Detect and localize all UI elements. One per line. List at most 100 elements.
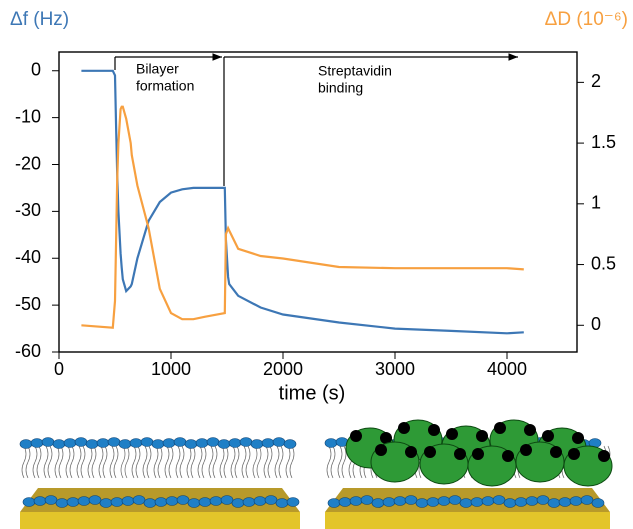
lipid-head — [404, 495, 418, 505]
lipid-head — [198, 497, 212, 507]
biotin — [380, 432, 392, 444]
lipid-head — [286, 497, 300, 507]
lipid-tail — [186, 445, 196, 479]
x-tick-label: 1000 — [151, 359, 191, 379]
lipid-head — [547, 498, 561, 508]
lipid-head — [143, 498, 157, 508]
y-tick-label: -30 — [15, 200, 41, 220]
lipid-head — [250, 439, 264, 449]
biotin — [472, 448, 484, 460]
lipid-head — [283, 439, 297, 449]
x-tick-label: 3000 — [375, 359, 415, 379]
substrate — [20, 512, 300, 529]
lipid-head — [569, 496, 583, 506]
annotation-arrows — [114, 53, 518, 186]
biotin — [424, 446, 436, 458]
lipid-tail — [197, 445, 207, 479]
lipid-head — [176, 495, 190, 505]
annotation: formation — [136, 78, 194, 94]
biotin — [524, 424, 536, 436]
lipid-head — [165, 496, 179, 506]
lipid-head — [99, 498, 113, 508]
lipid-head — [437, 496, 451, 506]
lipid-head — [360, 495, 374, 505]
lipid-head — [187, 498, 201, 508]
lipid-tail — [252, 445, 262, 479]
lipid-head — [393, 496, 407, 506]
lipid-tail — [54, 445, 64, 479]
annotation: Streptavidin — [318, 63, 392, 79]
lipid-head — [44, 495, 58, 505]
biotin — [542, 430, 554, 442]
y-tick-label: -20 — [15, 153, 41, 173]
lipid-head — [470, 497, 484, 507]
biotin — [454, 448, 466, 460]
lipid-tail — [131, 445, 141, 479]
lipid-head — [514, 497, 528, 507]
lipid-head — [239, 437, 253, 447]
lipid-head — [162, 438, 176, 448]
lipid-head — [96, 438, 110, 448]
x-tick-label: 2000 — [263, 359, 303, 379]
y2-tick-label: 2 — [591, 71, 601, 91]
lipid-tail — [43, 445, 53, 479]
lipid-head — [77, 496, 91, 506]
lipid-head — [19, 439, 33, 449]
lipid-tail — [164, 445, 174, 479]
biotin — [550, 446, 562, 458]
lipid-head — [151, 439, 165, 449]
lipid-head — [426, 497, 440, 507]
lipid-head — [209, 496, 223, 506]
data-line — [81, 105, 524, 329]
biotin — [375, 444, 387, 456]
lipid-head — [324, 438, 338, 448]
lipid-tail — [153, 445, 163, 479]
lipid-tail — [120, 445, 130, 479]
biotin — [405, 446, 417, 458]
lipid-head — [129, 438, 143, 448]
data-line — [81, 69, 524, 335]
lipid-head — [154, 497, 168, 507]
biotin — [502, 450, 514, 462]
lipid-head — [140, 437, 154, 447]
lipid-head — [275, 498, 289, 508]
lipid-head — [132, 495, 146, 505]
lipid-head — [41, 437, 55, 447]
y-axis-label: Δf (Hz) — [10, 9, 69, 30]
lipid-tail — [337, 445, 347, 479]
x-axis-label: time (s) — [279, 382, 346, 404]
lipid-head — [107, 437, 121, 447]
lipid-head — [52, 439, 66, 449]
biotin — [598, 450, 610, 462]
lipid-head — [525, 496, 539, 506]
lipid-head — [580, 495, 594, 505]
lipid-tail — [21, 445, 31, 479]
lipid-head — [492, 495, 506, 505]
lipid-head — [228, 438, 242, 448]
y-tick-label: -60 — [15, 341, 41, 361]
biotin — [568, 448, 580, 460]
y-tick-label: -50 — [15, 294, 41, 314]
y-tick-label: -40 — [15, 247, 41, 267]
x-tick-label: 0 — [54, 359, 64, 379]
plot-area: 0 1000 2000 3000 4000 0 -10 -20 -30 -40 -50 -60 0 0.5… — [15, 51, 616, 379]
lipid-head — [33, 496, 47, 506]
lipid-head — [272, 437, 286, 447]
lipid-head — [448, 495, 462, 505]
lipid-head — [22, 497, 36, 507]
lipid-head — [173, 437, 187, 447]
lipid-tail — [109, 445, 119, 479]
lipid-tail — [32, 445, 42, 479]
lipid-head — [459, 498, 473, 508]
biotin — [494, 422, 506, 434]
biotin — [350, 430, 362, 442]
lipid-head — [536, 495, 550, 505]
lipid-head — [558, 497, 572, 507]
plot-frame — [58, 51, 578, 353]
lipid-head — [55, 498, 69, 508]
y2-tick-label: 0.5 — [591, 253, 616, 273]
biotin — [476, 430, 488, 442]
lipid-head — [217, 439, 231, 449]
biotin — [572, 432, 584, 444]
